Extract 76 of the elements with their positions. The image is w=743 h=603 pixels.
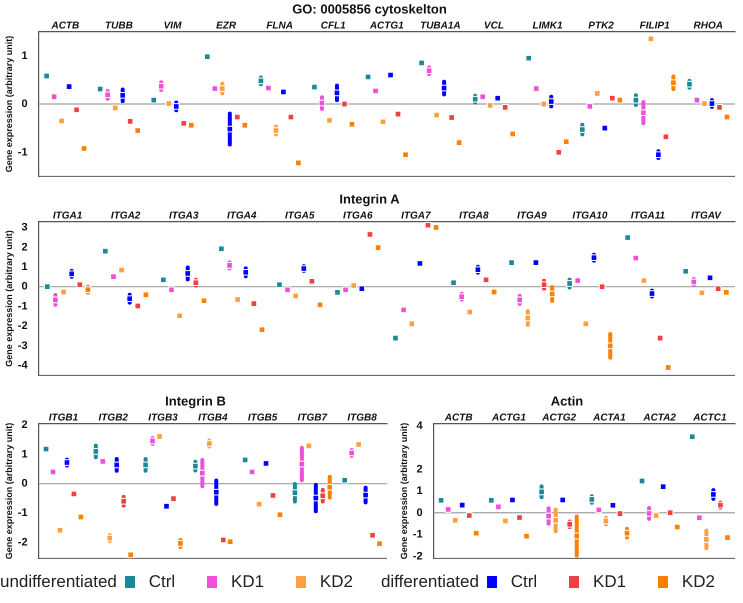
x-tick-label: ACTA1 [592,412,626,424]
y-tick-label: 1 [416,485,423,498]
x-tick-label: FILIP1 [640,20,670,32]
y-tick-label: 0 [416,506,423,519]
x-tick-label: ACTG1 [490,412,526,424]
y-tick-label: 0 [21,98,28,110]
x-tick-label: ACTA2 [642,412,676,424]
x-tick-label: ITGA7 [401,210,431,222]
x-tick-label: ITGA2 [110,210,141,222]
x-tick-label: ITGB5 [248,412,278,424]
x-tick-label: ACTB [444,412,473,424]
x-tick-label: ITGB2 [98,412,128,424]
x-tick-label: EZR [216,20,237,32]
y-tick-label: -1 [18,300,28,312]
legend-label: Ctrl [148,572,176,592]
x-tick-label: ITGB8 [347,412,378,424]
x-tick-label: ITGB7 [298,412,328,424]
y-tick-label: -2 [412,550,423,562]
y-tick-label: -2 [18,320,28,332]
y-tick-label: 0 [21,478,28,490]
y-tick-label: 2 [21,241,28,254]
x-tick-label: ITGB4 [198,412,228,424]
y-tick-label: 4 [416,420,424,432]
x-tick-label: ITGAV [691,210,722,222]
legend-label: KD2 [320,572,353,592]
x-tick-label: ITGA6 [343,210,373,222]
x-tick-label: ITGB1 [48,412,79,424]
x-tick-label: ACTG2 [541,412,577,424]
y-tick-label: 0 [21,280,28,293]
chart-title: Integrin B [165,393,226,408]
x-tick-label: VCL [484,20,504,32]
x-tick-label: TUBB [105,20,133,32]
y-tick-label: 2 [416,463,423,476]
x-tick-label: ITGA3 [168,210,199,222]
chart-title: GO: 0005856 cytoskelton [292,1,447,16]
y-tick-label: -1 [18,146,28,158]
x-tick-label: ACTC1 [692,412,727,424]
y-tick-label: 1 [21,448,28,460]
legend-label: KD1 [230,572,264,592]
x-tick-label: LIMK1 [532,20,563,32]
x-tick-label: ITGB3 [148,412,178,424]
text: undifferentiated [0,572,117,592]
y-tick-label: -1 [412,528,423,541]
y-tick-label: -4 [18,360,28,372]
x-tick-label: ITGA1 [52,210,83,222]
x-tick-label: ITGA10 [572,210,608,222]
x-tick-label: CFL1 [320,20,346,32]
y-tick-label: -1 [18,507,28,520]
y-axis-title: Gene expression (arbitrary unit) [4,36,14,172]
y-tick-label: -2 [18,536,28,548]
legend-label: KD2 [682,572,715,592]
y-axis-title: Gene expression (arbitrary unit) [4,422,14,560]
x-tick-label: ITGA8 [459,210,490,222]
x-tick-label: ACTB [50,20,80,32]
text: differentiated [380,572,479,592]
x-tick-label: ITGA4 [226,210,257,222]
x-tick-label: ITGA11 [630,210,666,222]
x-tick-label: ITGA5 [285,210,315,222]
y-tick-label: 1 [21,50,28,62]
legend-label: Ctrl [510,572,538,592]
y-tick-label: -3 [18,340,28,352]
legend-label: KD1 [593,572,626,592]
x-tick-label: TUBA1A [420,20,461,32]
x-tick-label: FLNA [266,20,293,32]
x-tick-label: VIM [164,20,182,32]
x-tick-label: RHOA [693,20,723,32]
y-tick-label: 2 [21,419,28,432]
x-tick-label: ITGA9 [517,210,548,222]
y-axis-title: Gene expression (arbitrary unit) [4,230,14,367]
chart-title: Integrin A [339,191,400,206]
y-axis-title: Gene expression (arbitrary unit) [398,422,409,560]
chart-title: Actin [550,393,584,408]
y-tick-label: 3 [21,222,28,234]
x-tick-label: ACTG1 [368,20,404,32]
x-tick-label: PTK2 [588,20,614,32]
y-tick-label: 1 [21,260,28,273]
